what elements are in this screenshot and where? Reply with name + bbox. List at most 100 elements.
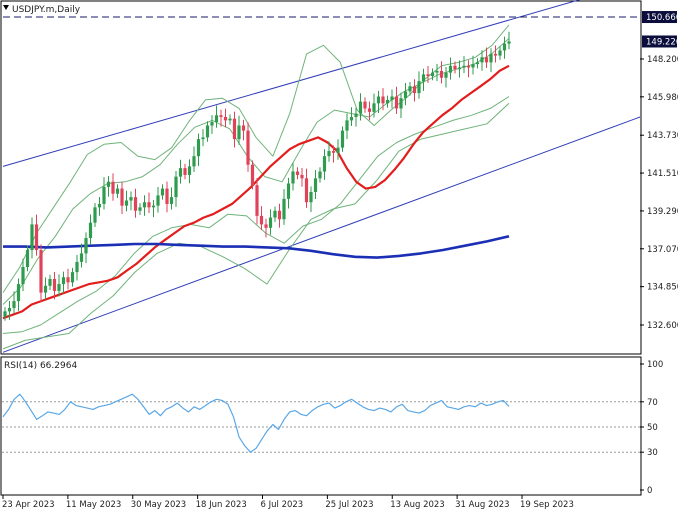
candle-body: [115, 188, 120, 194]
candle-body: [79, 253, 84, 262]
candle-body: [241, 125, 246, 131]
price-panel-frame: [0, 0, 642, 355]
candle-body: [21, 267, 25, 285]
candle-body: [237, 125, 241, 140]
price-tick-label: 134.850: [647, 283, 678, 293]
candle-body: [457, 67, 462, 70]
candle-body: [156, 195, 160, 206]
candle-body: [93, 207, 97, 223]
candle-body: [264, 224, 268, 228]
date-tick-label: 31 Aug 2023: [455, 500, 509, 510]
date-tick-label: 13 Aug 2023: [390, 500, 444, 510]
collapse-triangle-icon[interactable]: [3, 5, 9, 10]
candle-body: [102, 186, 106, 204]
candle-body: [84, 238, 88, 254]
price-tick-label: 148.200: [647, 55, 678, 65]
date-tick-label: 30 May 2023: [131, 500, 186, 510]
candle-body: [300, 174, 304, 179]
date-tick-label: 18 Jun 2023: [196, 500, 247, 510]
candle-body: [201, 137, 205, 140]
candle-body: [313, 178, 318, 192]
rsi-tick-label: 50: [647, 423, 658, 433]
candle-body: [7, 307, 12, 312]
short-moving-average-line: [2, 64, 510, 320]
rsi-tick-label: 30: [647, 448, 658, 458]
candle-body: [322, 156, 327, 172]
long-moving-average-line: [3, 235, 510, 259]
candle-body: [205, 125, 210, 138]
candle-body: [394, 96, 399, 109]
candle-body: [250, 164, 255, 186]
candle-body: [426, 74, 430, 77]
candle-body: [493, 53, 498, 56]
candle-body: [106, 181, 111, 187]
candle-body: [372, 103, 376, 112]
bb-upper-1-band: [2, 38, 510, 305]
candle-body: [390, 96, 394, 100]
candle-body: [340, 130, 345, 148]
candle-body: [345, 120, 349, 131]
candle-body: [147, 202, 151, 208]
last-price-label: 149.226: [646, 37, 678, 47]
candle-body: [210, 122, 214, 126]
candle-body: [385, 99, 390, 104]
candle-body: [403, 91, 408, 99]
candle-body: [471, 64, 475, 68]
candle-body: [430, 72, 435, 77]
candle-body: [12, 301, 16, 308]
candle-body: [277, 210, 282, 220]
date-tick-label: 23 Apr 2023: [2, 500, 55, 510]
candle-body: [480, 57, 484, 63]
candle-body: [399, 98, 403, 109]
candle-body: [169, 197, 174, 204]
price-tick-label: 137.070: [647, 245, 678, 255]
candle-body: [484, 57, 489, 63]
candle-body: [165, 188, 169, 204]
candle-body: [358, 101, 363, 114]
candle-body: [111, 181, 115, 194]
candle-body: [462, 65, 466, 68]
candle-body: [376, 96, 381, 104]
candle-body: [309, 191, 313, 203]
candle-body: [39, 249, 43, 293]
candle-body: [466, 65, 471, 68]
candle-body: [25, 249, 30, 268]
candle-body: [475, 62, 480, 65]
candle-body: [336, 147, 340, 153]
candle-body: [291, 171, 295, 184]
symbol-label: USDJPY.m,Daily: [12, 5, 81, 15]
candle-body: [43, 285, 48, 293]
candle-body: [498, 50, 502, 56]
candle-body: [421, 74, 426, 82]
candle-body: [255, 185, 259, 216]
candle-body: [52, 278, 57, 291]
date-tick-label: 6 Jul 2023: [261, 500, 304, 510]
rsi-panel-frame: [0, 356, 642, 496]
price-tick-label: 143.730: [647, 131, 678, 141]
candle-body: [142, 202, 147, 208]
channel-upper-line: [2, 0, 581, 167]
candle-body: [327, 151, 331, 157]
candle-body: [61, 277, 66, 285]
candle-body: [331, 151, 336, 153]
candle-body: [223, 116, 228, 121]
candle-body: [97, 203, 102, 208]
candle-body: [133, 197, 138, 211]
candle-body: [363, 101, 367, 109]
candle-body: [160, 188, 165, 196]
candle-body: [16, 284, 21, 302]
candle-body: [349, 116, 354, 121]
price-tick-label: 132.600: [647, 321, 678, 331]
candle-body: [88, 222, 93, 239]
candle-body: [439, 70, 444, 78]
price-tick-label: 139.290: [647, 207, 678, 217]
candle-body: [120, 188, 124, 206]
price-tick-label: 141.510: [647, 169, 678, 179]
candle-body: [412, 86, 417, 94]
candle-body: [219, 115, 223, 117]
candle-body: [259, 215, 264, 225]
candle-body: [70, 272, 75, 283]
candle-body: [34, 224, 39, 250]
candle-body: [246, 130, 250, 165]
